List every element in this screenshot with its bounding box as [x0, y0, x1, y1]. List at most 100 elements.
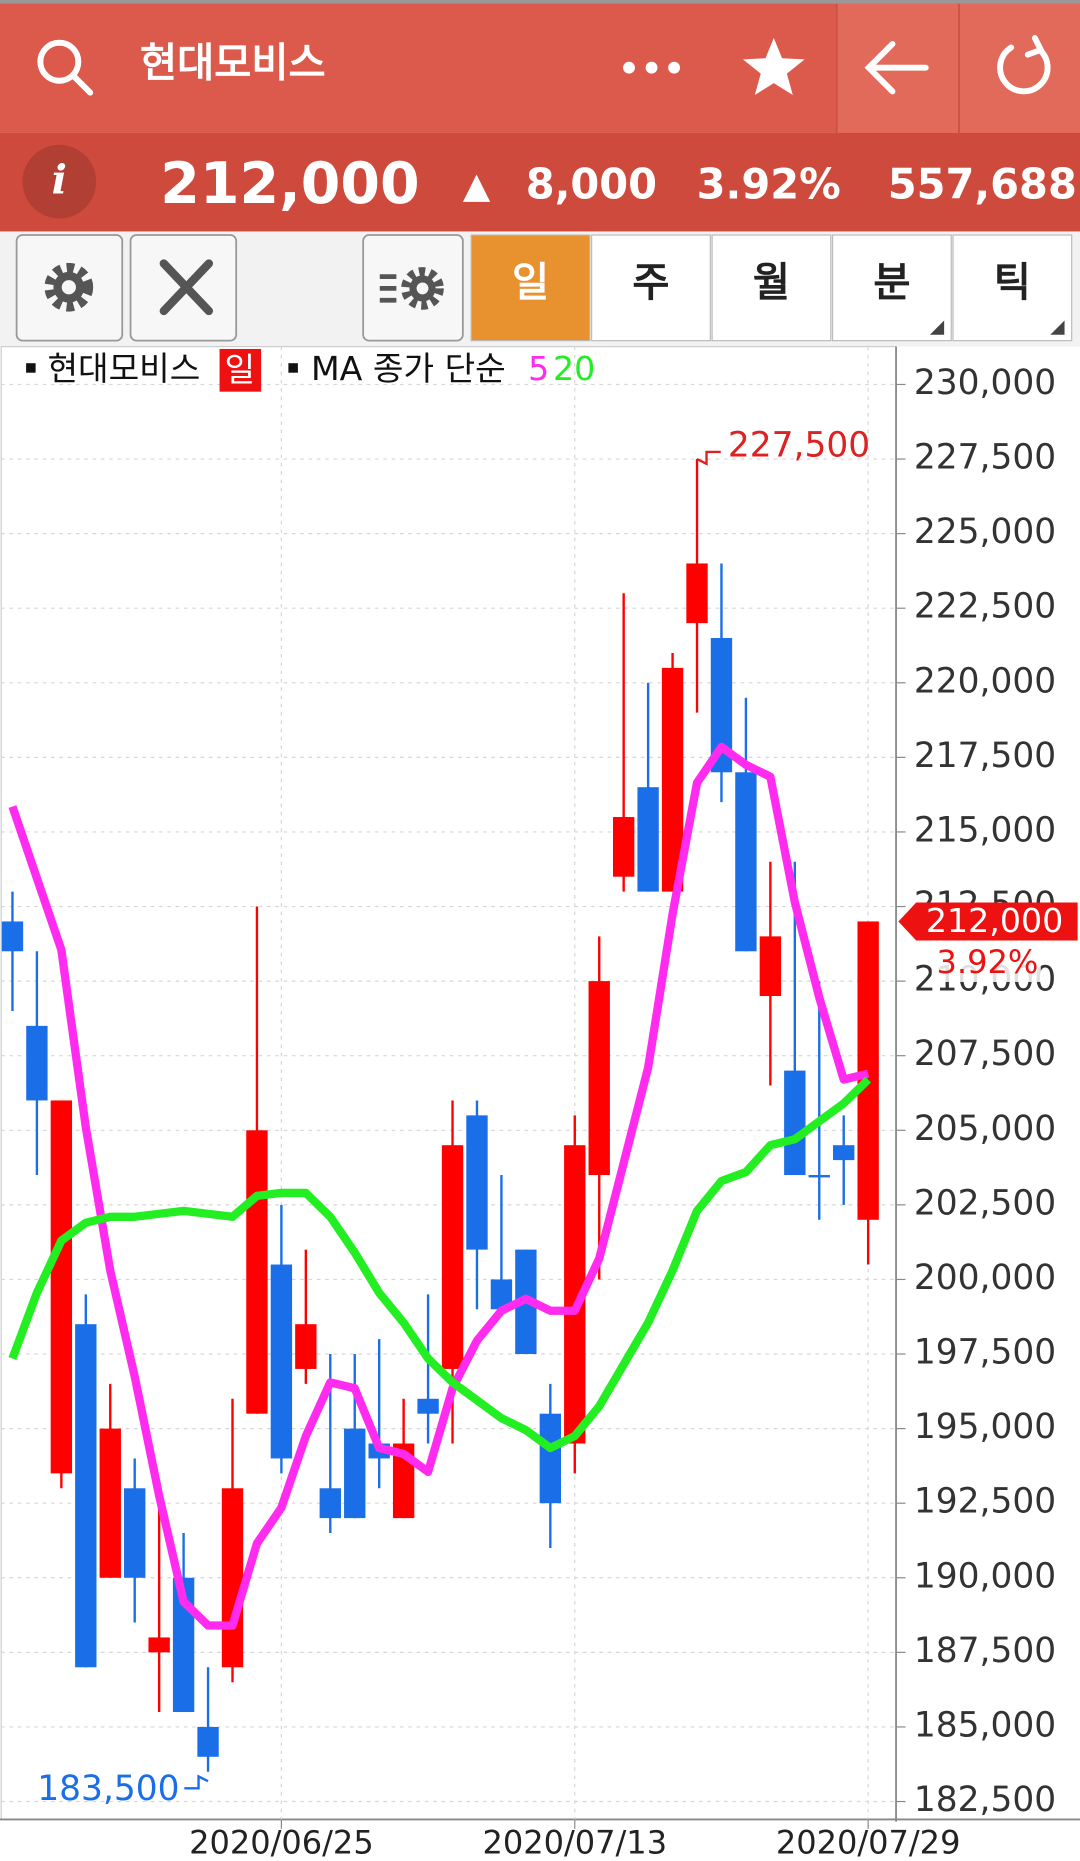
- change-label: 3.92%: [937, 943, 1039, 981]
- period-label: 월: [753, 259, 790, 306]
- candle-body: [417, 1398, 439, 1414]
- legend-swatch: [288, 363, 298, 373]
- candle-body: [26, 1025, 48, 1101]
- change-pct: 3.92%: [697, 160, 841, 209]
- search-button[interactable]: [37, 39, 94, 96]
- y-tick-label: 225,000: [914, 512, 1056, 552]
- candle-body: [833, 1145, 855, 1161]
- more-button[interactable]: [623, 61, 681, 74]
- last-price-tag: [898, 902, 1078, 941]
- favorite-button[interactable]: [742, 38, 805, 95]
- candle-body: [857, 921, 879, 1220]
- stock-title: 현대모비스: [140, 39, 326, 86]
- y-tick-label: 217,500: [914, 736, 1056, 776]
- x-tick-label: 2020/06/25: [189, 1823, 374, 1861]
- candle-body: [441, 1145, 464, 1369]
- y-tick-label: 207,500: [914, 1034, 1056, 1074]
- candle-body: [319, 1488, 341, 1519]
- y-tick-label: 220,000: [914, 661, 1056, 701]
- settings-button[interactable]: [15, 234, 124, 342]
- info-button[interactable]: [22, 144, 97, 219]
- y-tick-label: 187,500: [914, 1631, 1056, 1671]
- period-tab[interactable]: [831, 234, 952, 342]
- period-tab[interactable]: [952, 234, 1073, 342]
- y-tick-label: 202,500: [914, 1183, 1056, 1223]
- candle-body: [784, 1070, 806, 1176]
- y-tick-label: 185,000: [914, 1705, 1056, 1745]
- volume: 557,688: [888, 160, 1077, 209]
- candle-body: [808, 1175, 830, 1178]
- candle-body: [735, 772, 757, 952]
- y-tick-label: 200,000: [914, 1258, 1056, 1298]
- legend-period: 일: [224, 350, 255, 389]
- candle-body: [539, 1413, 562, 1504]
- x-tick-label: 2020/07/13: [482, 1823, 667, 1861]
- legend-symbol: 현대모비스: [47, 349, 200, 388]
- indicator-button[interactable]: [362, 234, 464, 342]
- candle-body: [490, 1279, 513, 1310]
- high-pointer: [696, 450, 721, 466]
- quote-bar: [0, 132, 1080, 232]
- dropdown-indicator: [1050, 320, 1065, 335]
- candle-body: [197, 1726, 219, 1757]
- candle-body: [99, 1428, 121, 1578]
- legend-period-badge: [219, 348, 262, 392]
- candle-body: [246, 1130, 268, 1414]
- candle-body: [344, 1428, 366, 1519]
- period-label: 주: [632, 259, 669, 306]
- y-tick-label: 182,500: [914, 1780, 1056, 1820]
- change-tag-bg: [931, 943, 1041, 982]
- marks: 227,500 183,500: [1, 426, 879, 1809]
- period-label: 일: [512, 259, 549, 306]
- candle-body: [466, 1115, 488, 1250]
- plot-area: [0, 345, 897, 1821]
- ma-line: [8, 1076, 872, 1453]
- y-tick-label: 192,500: [914, 1482, 1056, 1522]
- candle-body: [1, 921, 24, 952]
- legend-ma: MA 종가 단순: [311, 349, 506, 388]
- candle-body: [710, 638, 733, 773]
- y-tick-label: 195,000: [914, 1407, 1056, 1447]
- y-tick-label: 222,500: [914, 587, 1056, 627]
- period-label: 틱: [994, 259, 1031, 306]
- low-label: 183,500: [37, 1769, 179, 1809]
- y-tick-label: 227,500: [914, 438, 1056, 478]
- low-pointer: [184, 1774, 209, 1790]
- period-tab[interactable]: [711, 234, 832, 342]
- price: 212,000: [160, 151, 419, 217]
- back-button[interactable]: [864, 40, 929, 95]
- y-tick-label: 230,000: [914, 363, 1056, 403]
- candle-body: [612, 817, 635, 877]
- direction: ▲: [463, 166, 491, 207]
- legend-ma5: 5: [528, 349, 549, 388]
- candle-body: [686, 563, 708, 624]
- refresh-button[interactable]: [997, 35, 1051, 95]
- candle-body: [564, 1145, 586, 1444]
- ma-line: [8, 742, 870, 1630]
- period-tab[interactable]: [591, 234, 711, 342]
- y-tick-label: 190,000: [914, 1556, 1056, 1596]
- change: 8,000: [526, 160, 657, 209]
- tools-button[interactable]: [129, 234, 238, 342]
- candle-body: [759, 936, 782, 997]
- candle-body: [124, 1488, 146, 1578]
- x-tick-label: 2020/07/29: [776, 1823, 961, 1861]
- candle-body: [295, 1324, 317, 1369]
- top-edge: [0, 0, 1080, 4]
- candle-body: [637, 787, 659, 892]
- high-label: 227,500: [728, 426, 870, 466]
- period-tab[interactable]: [470, 234, 591, 342]
- y-tick-label: 205,000: [914, 1109, 1056, 1149]
- period-label: 분: [873, 259, 910, 306]
- last-price-label: 212,000: [926, 901, 1063, 940]
- candle-body: [270, 1264, 293, 1459]
- legend-ma20: 20: [553, 349, 595, 388]
- candle-body: [221, 1488, 244, 1668]
- candle-body: [661, 667, 684, 892]
- candle-body: [148, 1637, 170, 1653]
- info-icon: i: [52, 155, 67, 203]
- candle-body: [50, 1100, 73, 1474]
